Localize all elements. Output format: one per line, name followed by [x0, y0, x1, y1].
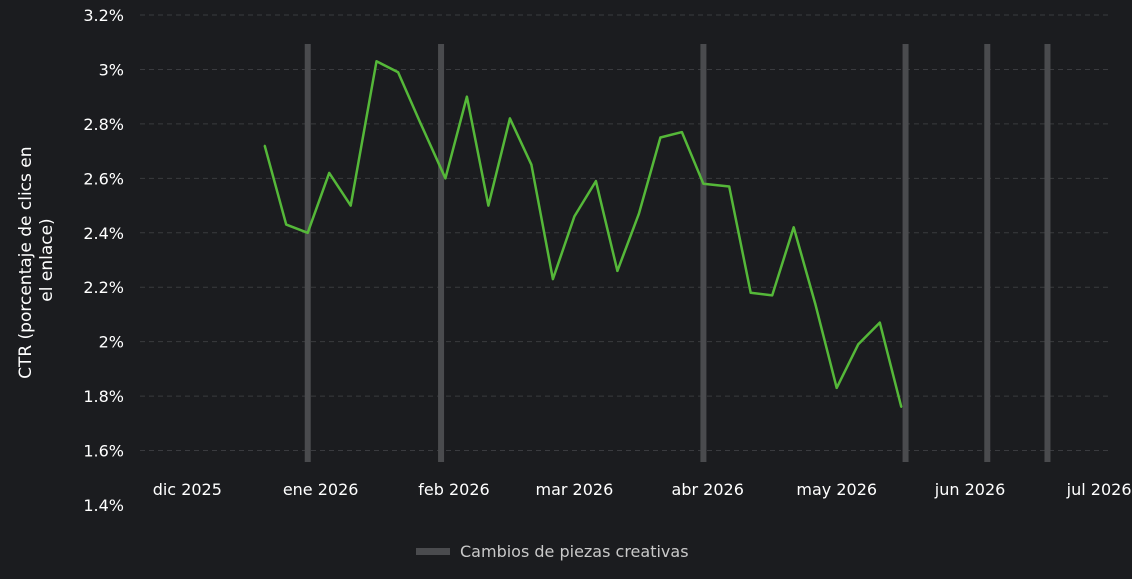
legend-swatch [416, 548, 450, 555]
y-tick-label: 3.2% [83, 6, 124, 25]
data-point [263, 144, 266, 147]
y-tick-label: 3% [99, 60, 124, 79]
y-tick-label: 2.4% [83, 224, 124, 243]
data-point [508, 117, 511, 120]
x-tick-label: abr 2026 [672, 480, 744, 499]
x-axis-ticks: dic 2025 ene 2026 feb 2026 mar 2026 abr 2026… [153, 480, 1132, 499]
data-point [375, 60, 378, 63]
data-point [680, 131, 683, 134]
data-point [792, 226, 795, 229]
ctr-series [263, 60, 903, 408]
data-point [702, 182, 705, 185]
data-point [594, 180, 597, 183]
y-tick-label: 2.2% [83, 278, 124, 297]
y-tick-label: 2% [99, 333, 124, 352]
data-point [530, 163, 533, 166]
data-point [397, 71, 400, 74]
y-tick-label: 1.8% [83, 387, 124, 406]
data-point [771, 294, 774, 297]
data-point [814, 302, 817, 305]
data-point [418, 120, 421, 123]
data-point [573, 215, 576, 218]
data-point [900, 406, 903, 408]
data-point [349, 204, 352, 207]
data-point [487, 204, 490, 207]
data-point [835, 386, 838, 389]
y-axis-ticks: 1.4% 1.6% 1.8% 2% 2.2% 2.4% 2.6% 2.8% 3% 3.2% [83, 6, 124, 515]
y-axis-title: CTR (porcentaje de clics en el enlace) [16, 141, 57, 379]
data-point [749, 291, 752, 294]
data-point [659, 136, 662, 139]
x-tick-label: may 2026 [796, 480, 877, 499]
y-tick-label: 1.6% [83, 442, 124, 461]
y-axis-title-line-1: CTR (porcentaje de clics en [16, 146, 36, 378]
x-tick-label: feb 2026 [418, 480, 489, 499]
data-point [551, 278, 554, 281]
y-tick-label: 2.8% [83, 115, 124, 134]
data-point [878, 321, 881, 324]
data-point [465, 95, 468, 98]
data-point [857, 343, 860, 346]
data-point [444, 177, 447, 180]
data-point [616, 269, 619, 272]
series-line [263, 60, 903, 408]
creative-change-markers [304, 44, 1051, 462]
y-axis-title-line-2: el enlace) [37, 218, 57, 301]
x-tick-label: mar 2026 [535, 480, 613, 499]
data-point [637, 212, 640, 215]
x-tick-label: jul 2026 [1066, 480, 1132, 499]
data-point [728, 185, 731, 188]
y-tick-label: 2.6% [83, 169, 124, 188]
x-tick-label: jun 2026 [934, 480, 1006, 499]
data-point [328, 171, 331, 174]
gridlines [140, 14, 1112, 452]
legend: Cambios de piezas creativas [416, 542, 689, 561]
x-tick-label: ene 2026 [283, 480, 359, 499]
legend-label: Cambios de piezas creativas [460, 542, 689, 561]
x-tick-label: dic 2025 [153, 480, 222, 499]
data-point [285, 223, 288, 226]
data-point [306, 231, 309, 234]
y-tick-label: 1.4% [83, 496, 124, 515]
